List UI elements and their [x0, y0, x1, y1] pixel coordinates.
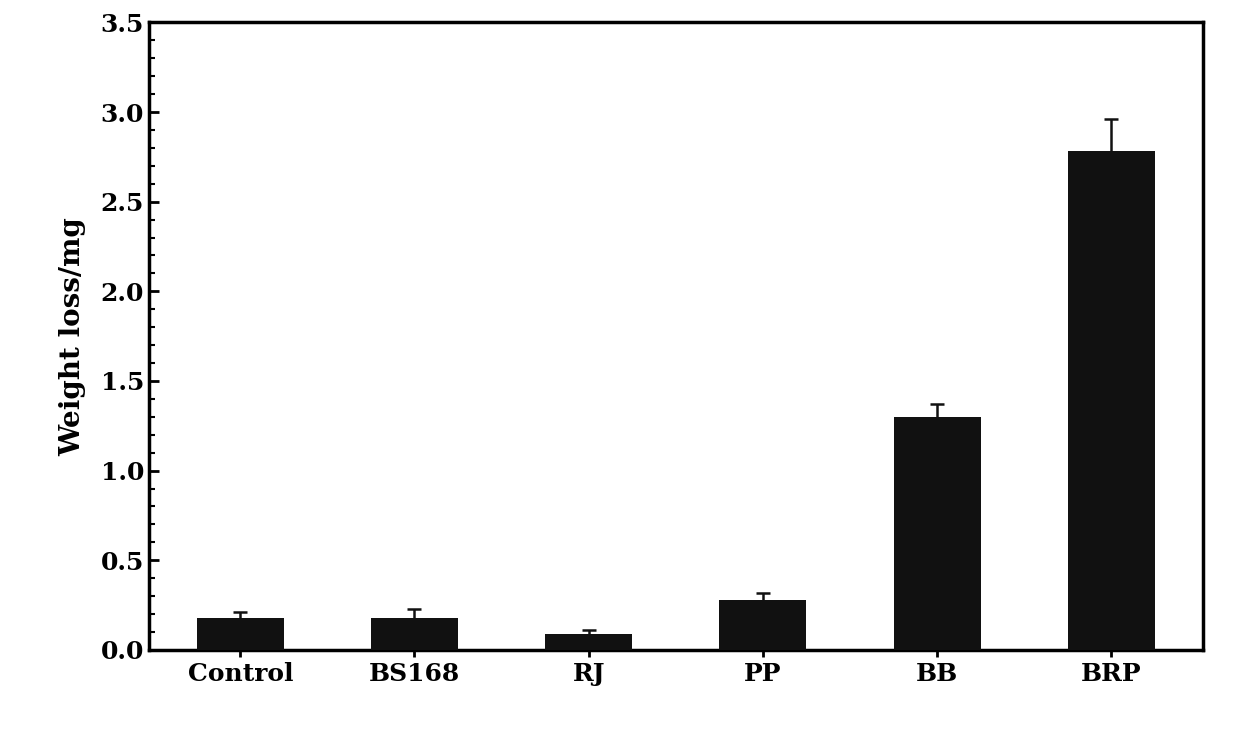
Bar: [1068, 152, 1154, 650]
Bar: [719, 600, 806, 650]
Y-axis label: Weight loss/mg: Weight loss/mg: [60, 217, 87, 456]
Bar: [371, 618, 458, 650]
Bar: [197, 618, 284, 650]
Bar: [546, 633, 632, 650]
Bar: [894, 417, 981, 650]
